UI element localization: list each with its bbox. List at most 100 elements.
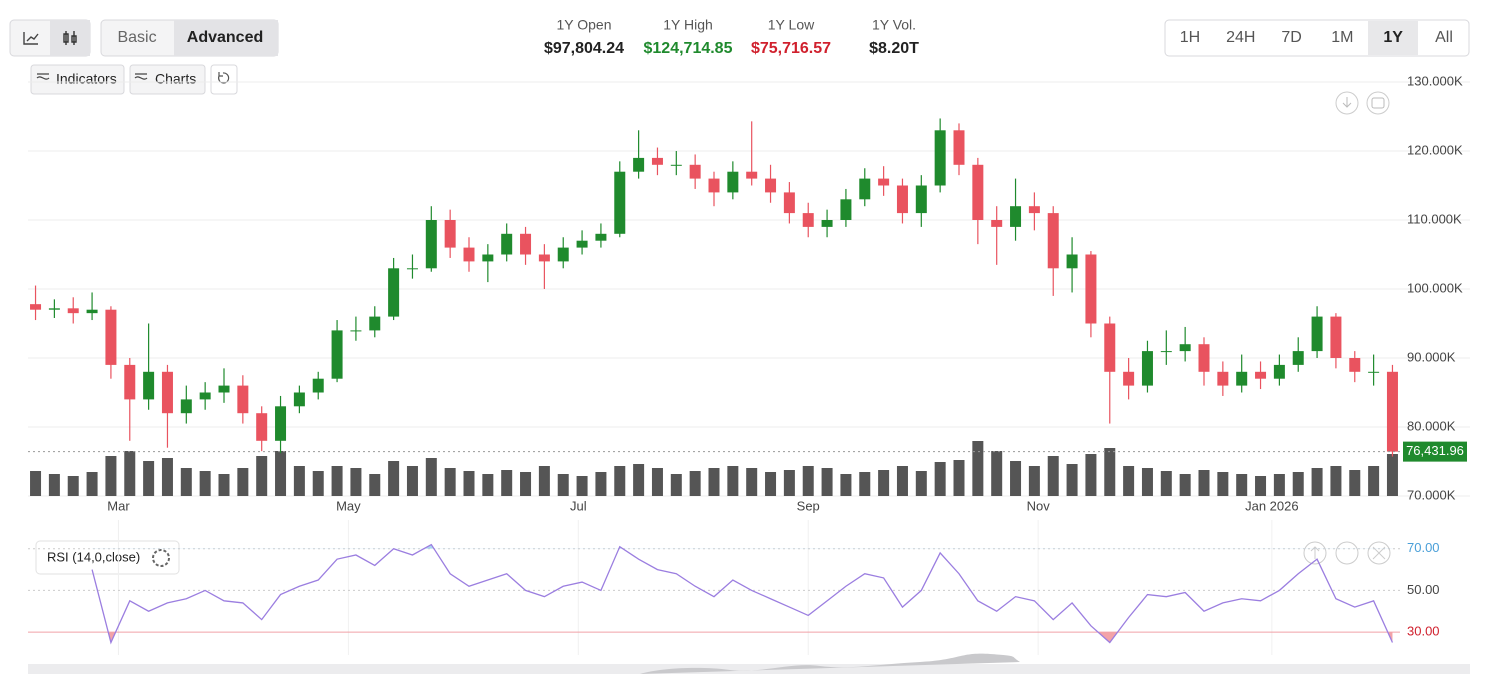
candle-body	[670, 164, 682, 166]
candle-body	[1066, 254, 1078, 269]
indicators-button[interactable]	[30, 64, 125, 95]
fullscreen-icon[interactable]	[1366, 91, 1390, 115]
candle-body	[331, 330, 343, 379]
settings-icon[interactable]	[152, 549, 170, 567]
candle-body	[1085, 254, 1097, 324]
mode-active[interactable]	[174, 20, 278, 56]
x-tick-label: Jan 2026	[1245, 498, 1299, 513]
candle-body	[1255, 371, 1267, 379]
stat-label: 1Y High	[663, 17, 713, 33]
candle-body	[406, 268, 418, 270]
candle-body	[953, 130, 965, 165]
rsi-close-icon[interactable]	[1367, 541, 1391, 565]
line-icon[interactable]	[23, 32, 39, 45]
stat-label: 1Y Vol.	[872, 17, 916, 33]
candle-icon[interactable]	[63, 31, 77, 45]
volume-bar	[1368, 466, 1380, 496]
tool-label[interactable]: Indicators	[56, 71, 117, 87]
volume-bar	[1085, 454, 1097, 496]
candle-body	[1368, 371, 1380, 373]
charts-button[interactable]	[129, 64, 206, 95]
volume-bar	[256, 456, 268, 496]
volume-bar	[275, 451, 287, 496]
candle-body	[444, 220, 456, 248]
candle-body	[237, 385, 249, 414]
timeframe-button[interactable]: 1Y	[1383, 29, 1403, 46]
candle-body	[972, 164, 984, 220]
timeframe-active[interactable]	[1368, 21, 1418, 55]
timeframe-button[interactable]: 1M	[1331, 29, 1353, 46]
volume-bar	[1386, 454, 1398, 496]
candle-body	[275, 406, 287, 441]
download-icon[interactable]	[1335, 91, 1359, 115]
volume-bar	[840, 474, 852, 496]
tool-label[interactable]: Charts	[155, 71, 196, 87]
volume-bar	[369, 474, 381, 496]
mode-button[interactable]: Advanced	[187, 29, 263, 46]
volume-bar	[1104, 448, 1116, 496]
candle-body	[256, 413, 268, 441]
candle-button[interactable]	[50, 20, 90, 56]
candle-body	[218, 385, 230, 393]
stat-label: 1Y Open	[556, 17, 611, 33]
fullscreen-icon[interactable]	[1371, 97, 1385, 109]
navigator[interactable]	[28, 664, 1470, 674]
volume-bar	[444, 468, 456, 496]
volume-bar	[86, 472, 98, 496]
volume-bar	[180, 468, 192, 496]
timeframe-button[interactable]: 24H	[1226, 29, 1255, 46]
stat-value: $75,716.57	[751, 40, 831, 57]
candle-body	[1010, 206, 1022, 227]
volume-bar	[406, 466, 418, 496]
candle-body	[520, 233, 532, 255]
rsi-expand-icon[interactable]	[1335, 541, 1359, 565]
candle-body	[595, 233, 607, 241]
candle-body	[915, 185, 927, 214]
volume-bar	[67, 476, 79, 496]
volume-bar	[953, 460, 965, 496]
volume-bar	[1198, 470, 1210, 496]
timeframe-button[interactable]: All	[1435, 29, 1453, 46]
rsi-icons[interactable]	[1310, 546, 1386, 560]
candle-body	[802, 213, 814, 227]
stat-label: 1Y Low	[768, 17, 815, 33]
volume-bar	[30, 471, 42, 496]
volume-bar	[124, 451, 136, 496]
volume-bar	[1179, 474, 1191, 496]
reset-button[interactable]	[210, 64, 238, 95]
volume-bar	[1255, 476, 1267, 496]
timeframe-button[interactable]: 7D	[1281, 29, 1301, 46]
download-icon[interactable]	[1342, 97, 1352, 108]
tool-icon	[134, 73, 148, 80]
candle-body	[501, 233, 513, 255]
volume-bar	[991, 451, 1003, 496]
volume-bar	[1028, 466, 1040, 496]
volume-bar	[1066, 464, 1078, 496]
rsi-up-icon[interactable]	[1303, 541, 1327, 565]
volume-bar	[859, 472, 871, 496]
stat-value: $8.20T	[869, 40, 919, 57]
volume-bar	[934, 462, 946, 496]
rsi-title: RSI (14,0,close)	[47, 549, 140, 564]
volume-bar	[765, 472, 777, 496]
volume-bar	[1236, 474, 1248, 496]
volume-bar	[388, 461, 400, 496]
candle-body	[1330, 316, 1342, 358]
x-tick-label: May	[336, 498, 361, 513]
candle-body	[369, 316, 381, 331]
candle-body	[727, 171, 739, 193]
volume-bar	[237, 468, 249, 496]
candle-body	[293, 392, 305, 407]
volume-bar	[1160, 471, 1172, 496]
timeframe-button[interactable]: 1H	[1180, 29, 1200, 46]
rsi-tick-label: 30.00	[1407, 624, 1440, 639]
candle-body	[463, 247, 475, 262]
rsi-line	[91, 543, 1394, 645]
mode-button[interactable]: Basic	[117, 29, 156, 46]
volume-bar	[557, 474, 569, 496]
volume-bar	[105, 456, 117, 496]
candle-body	[1386, 371, 1398, 452]
volume-bar	[1273, 474, 1285, 496]
volume-bar	[425, 458, 437, 496]
volume-bar	[576, 476, 588, 496]
